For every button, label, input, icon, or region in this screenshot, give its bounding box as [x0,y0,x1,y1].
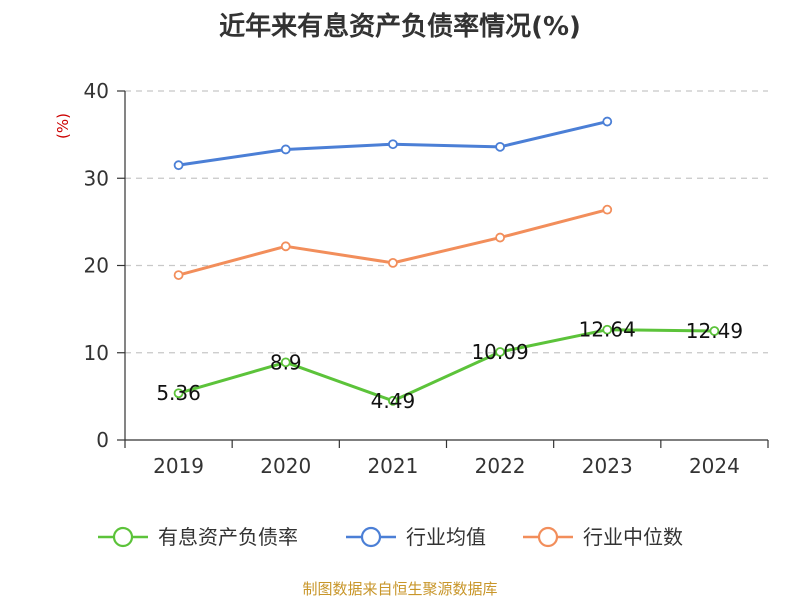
x-tick-label: 2019 [153,454,204,478]
y-tick-label: 0 [96,428,109,452]
data-point [602,116,613,127]
data-point [388,139,398,150]
data-label: 10.09 [471,340,528,364]
legend-label: 有息资产负债率 [158,525,298,549]
y-tick-label: 10 [84,341,109,365]
source-note: 制图数据来自恒生聚源数据库 [302,580,498,598]
data-point [602,204,613,215]
y-axis-label: (%) [54,113,72,139]
series-line [178,328,715,403]
data-label: 4.49 [371,389,416,413]
data-point [495,141,505,152]
data-point [495,232,505,243]
data-point [388,395,398,406]
series-group [173,116,720,406]
legend-label: 行业中位数 [583,525,683,549]
x-tick-label: 2020 [260,454,311,478]
data-point [602,324,613,335]
y-tick-label: 40 [84,79,109,103]
legend-marker [537,526,559,548]
legend: 有息资产负债率 行业均值 行业中位数 [98,525,683,549]
x-tick-label: 2023 [582,454,633,478]
grid-lines [125,90,768,354]
data-label: 12.49 [686,319,743,343]
data-point [280,144,291,155]
data-point [280,241,291,252]
y-tick-label: 30 [84,166,109,190]
legend-label: 行业均值 [406,525,486,549]
data-point [173,160,184,171]
axes: 0 10 20 30 40 2019 2020 2021 2022 2023 2024 [84,79,769,478]
data-labels: 5.36 8.9 4.49 10.09 12.64 12.49 [156,318,743,413]
data-point [280,357,291,368]
legend-marker [112,526,134,548]
legend-marker [360,526,382,548]
data-point [388,257,398,268]
chart-title: 近年来有息资产负债率情况(%) [219,12,581,42]
data-point [173,388,184,399]
x-tick-label: 2022 [475,454,526,478]
data-point [173,270,184,280]
x-tick-label: 2021 [367,454,418,478]
data-point [709,326,720,336]
x-tick-label: 2024 [689,454,740,478]
data-label: 5.36 [156,381,201,405]
y-tick-label: 20 [84,254,109,278]
data-label: 8.9 [270,350,302,374]
data-point [495,347,505,357]
data-label: 12.64 [579,318,636,342]
